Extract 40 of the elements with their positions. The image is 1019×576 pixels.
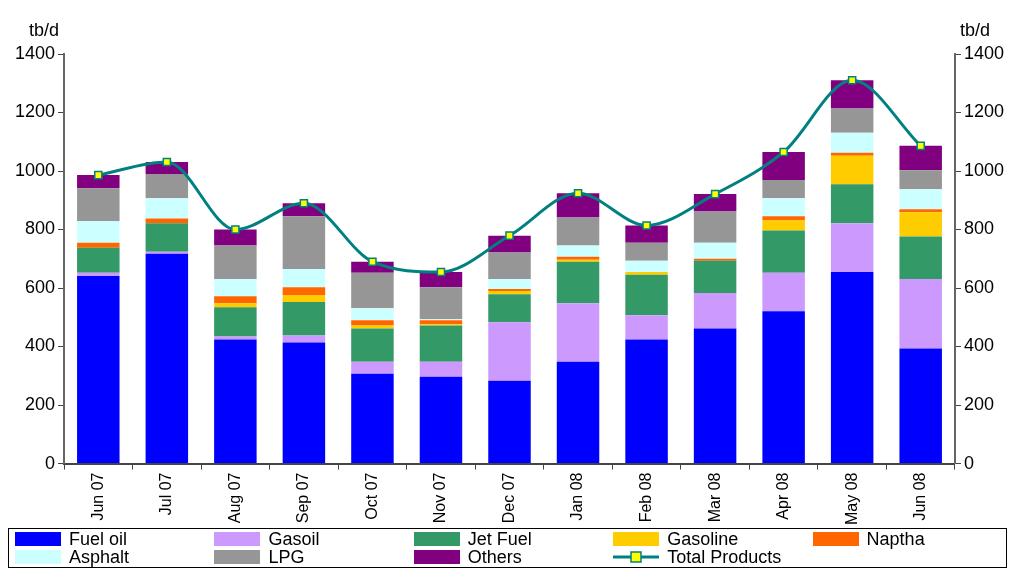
y2-tick-label: 800 <box>963 218 994 239</box>
y-tick-label: 400 <box>25 335 56 356</box>
y2-tick-label: 400 <box>963 335 994 356</box>
x-tick-label: Apr 08 <box>774 472 792 520</box>
x-tick-label: Sep 07 <box>294 472 312 524</box>
x-tick-label: Jan 08 <box>568 472 586 521</box>
y-tick-label: 1000 <box>15 159 56 180</box>
legend-label: Gasoil <box>268 529 320 549</box>
y-tick-label: 0 <box>45 452 56 473</box>
x-tick-label: Oct 07 <box>362 472 380 520</box>
x-tick-label: Jun 07 <box>88 472 106 521</box>
y2-tick-label: 1400 <box>963 42 1004 63</box>
x-tick-label: Mar 08 <box>705 472 723 523</box>
y2-tick-label: 600 <box>963 276 994 297</box>
legend-label: Gasoline <box>667 529 739 549</box>
legend-label: Jet Fuel <box>467 529 532 549</box>
y-tick-label: 1200 <box>15 101 56 122</box>
y-tick-label: 800 <box>25 218 56 239</box>
y2-tick-label: 1200 <box>963 101 1004 122</box>
y-axis-title: tb/d <box>29 20 60 40</box>
legend-label: Others <box>467 547 522 567</box>
y2-axis-title: tb/d <box>959 20 990 40</box>
y2-tick-label: 0 <box>963 452 974 473</box>
legend-label: Fuel oil <box>69 529 128 549</box>
legend-label: Total Products <box>667 547 782 567</box>
y-tick-label: 600 <box>25 276 56 297</box>
legend-label: Asphalt <box>69 547 130 567</box>
legend-label: LPG <box>268 547 305 567</box>
x-tick-label: Jun 08 <box>911 472 929 521</box>
y-tick-label: 1400 <box>15 42 56 63</box>
x-tick-label: Aug 07 <box>225 472 243 524</box>
y2-tick-label: 200 <box>963 394 994 414</box>
x-tick-label: May 08 <box>842 472 860 525</box>
y-tick-label: 200 <box>25 394 56 414</box>
x-tick-label: Nov 07 <box>431 472 449 524</box>
legend-label: Naptha <box>866 529 925 549</box>
x-tick-label: Jul 07 <box>157 472 175 516</box>
x-tick-label: Dec 07 <box>499 472 517 524</box>
x-tick-label: Feb 08 <box>636 472 654 523</box>
y2-tick-label: 1000 <box>963 159 1004 180</box>
